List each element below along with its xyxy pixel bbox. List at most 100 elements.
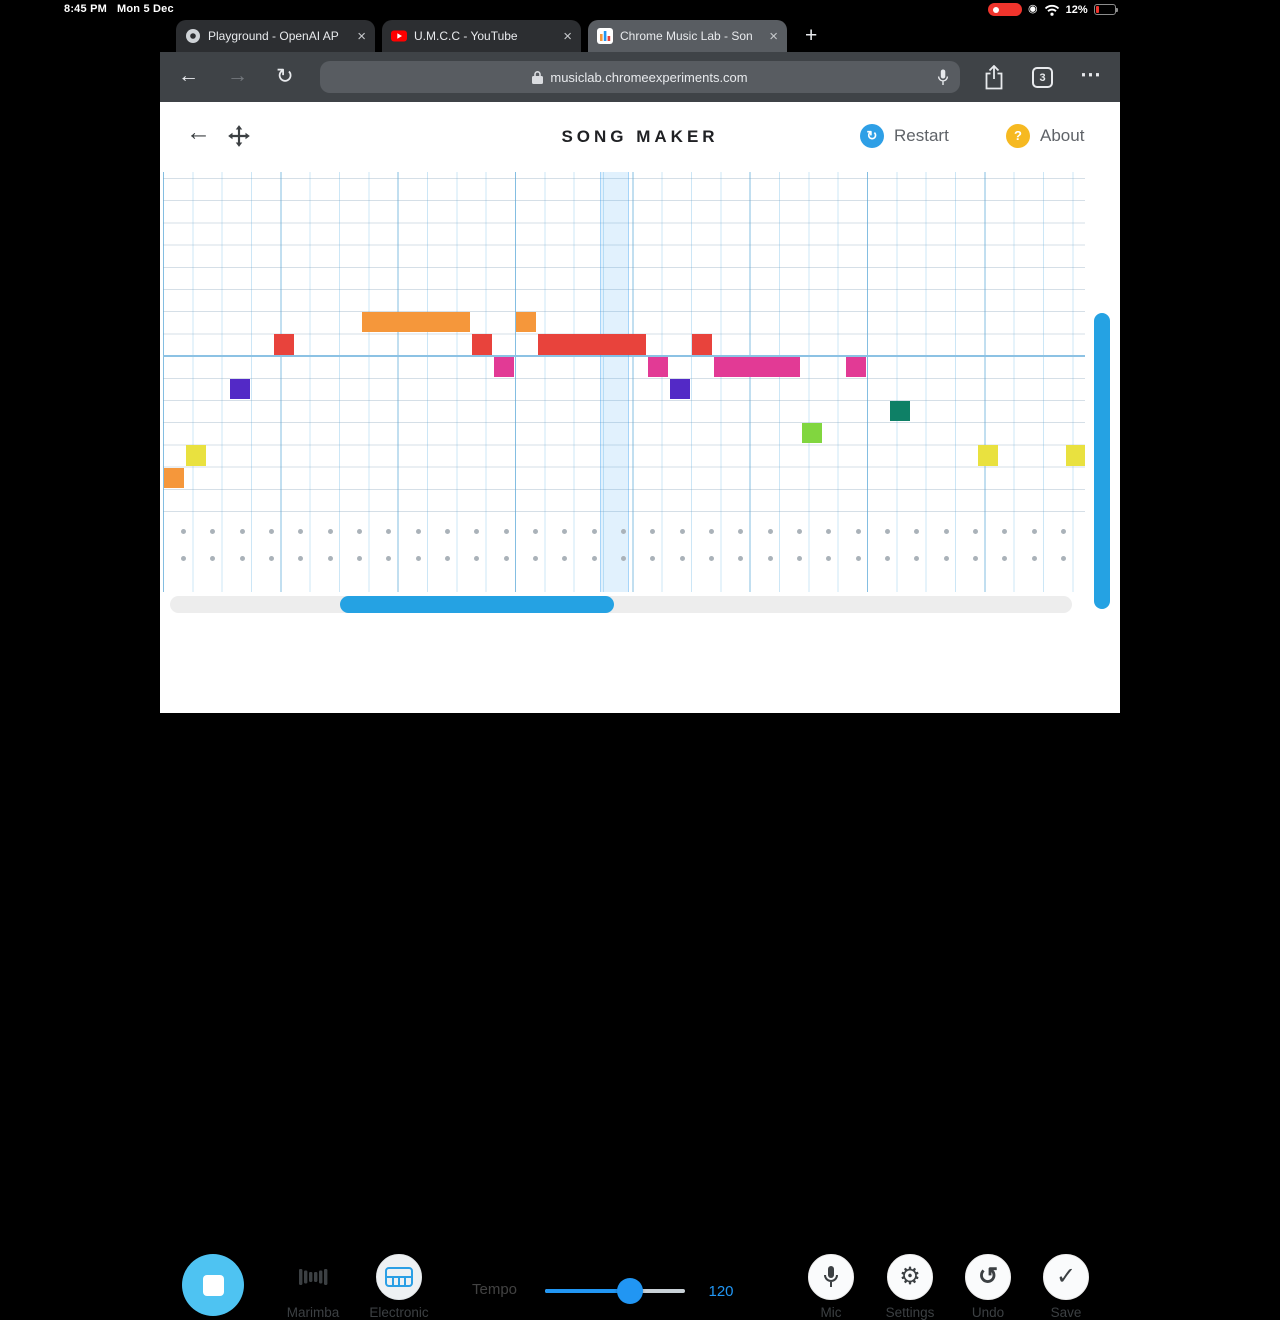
note-block-magenta[interactable] — [494, 356, 514, 377]
recording-indicator-pill[interactable] — [988, 3, 1022, 16]
percussion-dot[interactable] — [444, 529, 450, 534]
tab-switcher-button[interactable]: 3 — [1032, 67, 1053, 88]
note-block-purple[interactable] — [230, 378, 250, 399]
percussion-dot[interactable] — [532, 529, 538, 534]
percussion-dot[interactable] — [532, 556, 538, 561]
horizontal-scrollbar-track[interactable] — [170, 596, 1072, 613]
voice-search-icon[interactable] — [937, 69, 949, 86]
percussion-dot[interactable] — [181, 529, 186, 534]
percussion-dot[interactable] — [356, 529, 362, 534]
save-button[interactable]: ✓ — [1043, 1254, 1089, 1300]
note-block-orange[interactable] — [516, 312, 536, 333]
percussion-dot[interactable] — [298, 556, 304, 561]
undo-button[interactable]: ↺ — [965, 1254, 1011, 1300]
close-tab-icon[interactable]: × — [357, 27, 366, 45]
percussion-dot[interactable] — [972, 556, 978, 561]
percussion-dot[interactable] — [650, 556, 656, 561]
percussion-dot[interactable] — [855, 529, 861, 534]
percussion-dot[interactable] — [210, 529, 216, 534]
percussion-dot[interactable] — [620, 529, 626, 534]
tab-youtube[interactable]: U.M.C.C - YouTube × — [382, 20, 581, 52]
percussion-dot[interactable] — [708, 556, 714, 561]
vertical-scrollbar-thumb[interactable] — [1094, 313, 1110, 609]
note-block-teal[interactable] — [890, 401, 910, 422]
percussion-dot[interactable] — [826, 556, 832, 561]
percussion-dot[interactable] — [767, 556, 773, 561]
percussion-dot[interactable] — [1060, 529, 1066, 534]
percussion-dot[interactable] — [562, 556, 568, 561]
percussion-dot[interactable] — [268, 556, 274, 561]
percussion-dot[interactable] — [943, 556, 949, 561]
sequencer-grid[interactable] — [163, 172, 1085, 592]
percussion-dot[interactable] — [1002, 529, 1008, 534]
settings-button[interactable]: ⚙ — [887, 1254, 933, 1300]
percussion-dot[interactable] — [474, 529, 480, 534]
percussion-dot[interactable] — [591, 556, 597, 561]
forward-button[interactable]: → — [227, 64, 248, 87]
percussion-dot[interactable] — [591, 529, 597, 534]
percussion-dot[interactable] — [386, 529, 392, 534]
share-icon[interactable] — [984, 65, 1004, 90]
percussion-dot[interactable] — [884, 556, 890, 561]
percussion-dot[interactable] — [562, 529, 568, 534]
percussion-dot[interactable] — [679, 529, 685, 534]
tab-playground[interactable]: Playground - OpenAI AP × — [176, 20, 375, 52]
percussion-dot[interactable] — [708, 529, 714, 534]
note-block-red[interactable] — [274, 334, 294, 355]
note-block-green[interactable] — [802, 423, 822, 444]
percussion-dot[interactable] — [239, 529, 245, 534]
percussion-dot[interactable] — [738, 556, 744, 561]
new-tab-button[interactable]: + — [805, 24, 818, 47]
percussion-dot[interactable] — [914, 556, 920, 561]
play-stop-button[interactable] — [182, 1254, 244, 1316]
note-block-magenta[interactable] — [846, 356, 866, 377]
percussion-dot[interactable] — [415, 529, 421, 534]
note-block-red[interactable] — [692, 334, 712, 355]
percussion-dot[interactable] — [650, 529, 656, 534]
note-block-orange[interactable] — [362, 312, 470, 333]
percussion-dot[interactable] — [1002, 556, 1008, 561]
mic-button[interactable] — [808, 1254, 854, 1300]
percussion-dot[interactable] — [298, 529, 304, 534]
note-block-magenta[interactable] — [648, 356, 668, 377]
percussion-dot[interactable] — [474, 556, 480, 561]
close-tab-icon[interactable]: × — [769, 27, 778, 45]
percussion-dot[interactable] — [943, 529, 949, 534]
browser-menu-icon[interactable]: ⋯ — [1080, 63, 1101, 86]
tempo-slider-thumb[interactable] — [617, 1278, 643, 1304]
tab-music-lab-active[interactable]: Chrome Music Lab - Son × — [588, 20, 787, 52]
percussion-dot[interactable] — [503, 529, 509, 534]
percussion-dot[interactable] — [767, 529, 773, 534]
percussion-dot[interactable] — [181, 556, 186, 561]
marimba-button[interactable] — [290, 1254, 336, 1300]
percussion-dot[interactable] — [855, 556, 861, 561]
percussion-dot[interactable] — [679, 556, 685, 561]
restart-button[interactable]: ↻ Restart — [860, 124, 949, 148]
close-tab-icon[interactable]: × — [563, 27, 572, 45]
note-block-orange[interactable] — [164, 467, 184, 488]
percussion-dot[interactable] — [503, 556, 509, 561]
note-block-purple[interactable] — [670, 378, 690, 399]
percussion-dot[interactable] — [327, 556, 333, 561]
percussion-dot[interactable] — [444, 556, 450, 561]
percussion-dot[interactable] — [239, 556, 245, 561]
note-block-yellow[interactable] — [978, 445, 998, 466]
percussion-dot[interactable] — [826, 529, 832, 534]
note-block-yellow[interactable] — [186, 445, 206, 466]
percussion-dot[interactable] — [1060, 556, 1066, 561]
note-block-magenta[interactable] — [714, 356, 800, 377]
percussion-dot[interactable] — [268, 529, 274, 534]
percussion-dot[interactable] — [738, 529, 744, 534]
back-button[interactable]: ← — [178, 64, 199, 87]
pan-move-icon[interactable] — [226, 123, 252, 149]
electronic-button[interactable] — [376, 1254, 422, 1300]
app-back-arrow[interactable]: ← — [186, 118, 211, 146]
reload-button[interactable]: ↻ — [276, 65, 294, 88]
percussion-dot[interactable] — [356, 556, 362, 561]
url-bar[interactable]: musiclab.chromeexperiments.com — [320, 61, 960, 93]
percussion-dot[interactable] — [796, 529, 802, 534]
percussion-dot[interactable] — [1031, 529, 1037, 534]
percussion-dot[interactable] — [914, 529, 920, 534]
note-block-red[interactable] — [472, 334, 492, 355]
percussion-dot[interactable] — [884, 529, 890, 534]
